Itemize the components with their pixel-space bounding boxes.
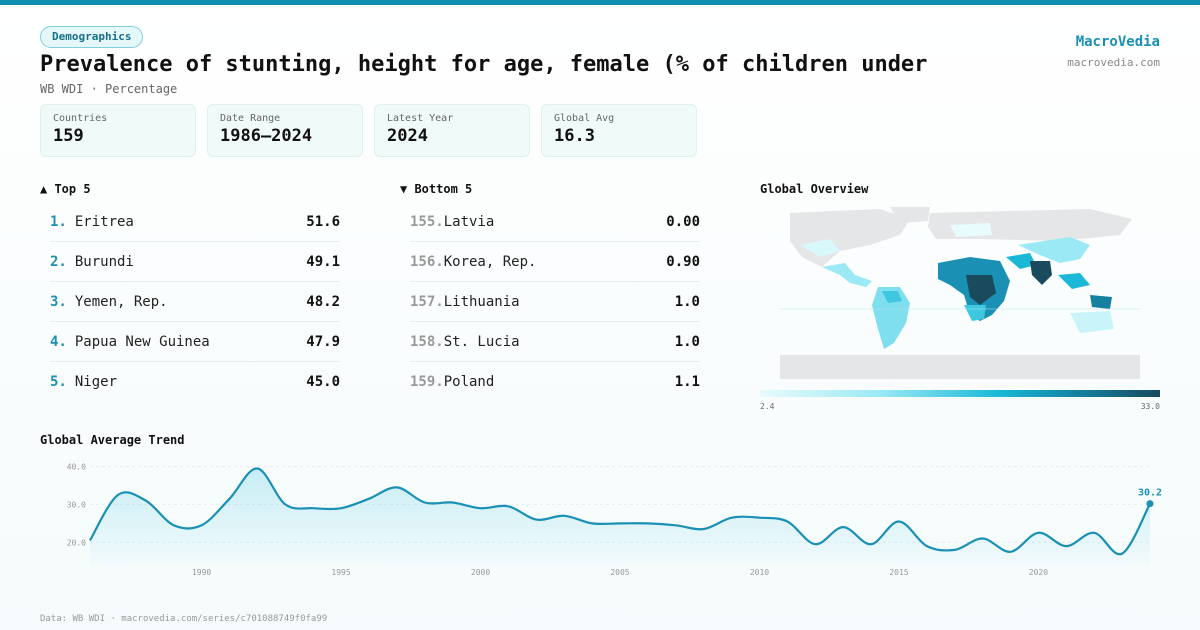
- stat-value: 159: [53, 126, 84, 146]
- top5-list: 1. Eritrea 51.6 2. Burundi 49.1 3. Yemen…: [50, 202, 340, 402]
- country-name: Korea, Rep.: [443, 253, 537, 270]
- x-tick-label: 1995: [331, 568, 350, 577]
- brand-logo[interactable]: MacroVedia: [1075, 34, 1160, 50]
- stat-card-latest-year: Latest Year 2024: [374, 104, 530, 157]
- top5-title: ▲ Top 5: [40, 182, 91, 196]
- country-name: Papua New Guinea: [74, 333, 210, 350]
- rank-number: 157.: [410, 293, 444, 310]
- country-value: 48.2: [306, 293, 340, 310]
- bottom5-title: ▼ Bottom 5: [400, 182, 473, 196]
- y-tick-label: 40.0: [67, 463, 86, 472]
- chart-x-ticks: 1990 1995 2000 2005 2010 2015 2020: [192, 568, 1048, 577]
- rank-number: 158.: [410, 333, 444, 350]
- country-name: St. Lucia: [443, 333, 520, 350]
- x-tick-label: 2010: [750, 568, 769, 577]
- y-tick-label: 20.0: [67, 538, 86, 547]
- stat-value: 2024: [387, 126, 428, 146]
- chart-series-line: [89, 467, 1151, 556]
- country-name: Poland: [443, 374, 495, 390]
- stat-card-date-range: Date Range 1986–2024: [207, 104, 363, 157]
- x-tick-label: 2020: [1029, 568, 1048, 577]
- country-name: Niger: [74, 374, 118, 390]
- chart-last-value-label: 30.2: [1138, 488, 1162, 499]
- rank-number: 4.: [50, 333, 67, 350]
- list-item[interactable]: 156. Korea, Rep. 0.90: [410, 242, 700, 282]
- chart-y-ticks: 20.0 30.0 40.0: [67, 463, 86, 548]
- country-name: Latvia: [443, 213, 495, 230]
- stat-label: Date Range: [220, 113, 281, 124]
- chart-last-point[interactable]: [1146, 500, 1154, 508]
- country-value: 0.00: [666, 213, 700, 230]
- list-item[interactable]: 4. Papua New Guinea 47.9: [50, 322, 340, 362]
- list-item[interactable]: 159. Poland 1.1: [410, 362, 700, 402]
- top-accent-bar: [0, 0, 1200, 5]
- map-color-legend: [760, 390, 1160, 397]
- list-item[interactable]: 155. Latvia 0.00: [410, 202, 700, 242]
- rank-number: 5.: [50, 374, 67, 390]
- country-value: 47.9: [306, 333, 340, 350]
- rank-number: 2.: [50, 253, 67, 270]
- country-value: 51.6: [306, 213, 340, 230]
- x-tick-label: 2000: [471, 568, 490, 577]
- country-value: 45.0: [306, 374, 340, 390]
- country-value: 1.0: [674, 333, 700, 350]
- rank-number: 155.: [410, 213, 444, 230]
- stat-label: Global Avg: [554, 113, 615, 124]
- list-item[interactable]: 2. Burundi 49.1: [50, 242, 340, 282]
- list-item[interactable]: 3. Yemen, Rep. 48.2: [50, 282, 340, 322]
- list-item[interactable]: 1. Eritrea 51.6: [50, 202, 340, 242]
- rank-number: 1.: [50, 213, 67, 230]
- country-value: 1.0: [674, 293, 700, 310]
- trend-title: Global Average Trend: [40, 433, 185, 447]
- country-name: Lithuania: [443, 293, 520, 310]
- stat-value: 1986–2024: [220, 126, 313, 146]
- stat-value: 16.3: [554, 126, 595, 146]
- brand-url[interactable]: macrovedia.com: [1067, 56, 1160, 69]
- country-value: 0.90: [666, 253, 700, 270]
- stat-label: Countries: [53, 113, 108, 124]
- country-value: 1.1: [674, 374, 700, 390]
- page-title: Prevalence of stunting, height for age, …: [40, 52, 928, 77]
- country-name: Yemen, Rep.: [74, 293, 168, 310]
- x-tick-label: 2015: [889, 568, 908, 577]
- list-item[interactable]: 5. Niger 45.0: [50, 362, 340, 402]
- footer-source: Data: WB WDI · macrovedia.com/series/c70…: [40, 614, 328, 624]
- country-value: 49.1: [306, 253, 340, 270]
- category-badge[interactable]: Demographics: [40, 26, 144, 48]
- rank-number: 156.: [410, 253, 444, 270]
- bottom5-list: 155. Latvia 0.00 156. Korea, Rep. 0.90 1…: [410, 202, 700, 402]
- legend-max-label: 33.0: [1140, 402, 1160, 411]
- rank-number: 159.: [410, 374, 444, 390]
- stat-card-countries: Countries 159: [40, 104, 196, 157]
- list-item[interactable]: 157. Lithuania 1.0: [410, 282, 700, 322]
- legend-min-label: 2.4: [760, 402, 775, 411]
- chart-area-fill: [90, 468, 1150, 565]
- country-name: Burundi: [74, 253, 134, 270]
- rank-number: 3.: [50, 293, 67, 310]
- stat-label: Latest Year: [387, 113, 454, 124]
- x-tick-label: 1990: [192, 568, 211, 577]
- stat-card-global-avg: Global Avg 16.3: [541, 104, 697, 157]
- world-choropleth-map[interactable]: [760, 205, 1160, 381]
- x-tick-label: 2005: [610, 568, 629, 577]
- country-name: Eritrea: [74, 213, 134, 230]
- map-title: Global Overview: [760, 182, 869, 196]
- trend-chart[interactable]: 20.0 30.0 40.0 1990 1995 2000 2005 2010 2015 202…: [40, 455, 1170, 580]
- list-item[interactable]: 158. St. Lucia 1.0: [410, 322, 700, 362]
- page-subtitle: WB WDI · Percentage: [40, 82, 178, 96]
- y-tick-label: 30.0: [67, 500, 86, 509]
